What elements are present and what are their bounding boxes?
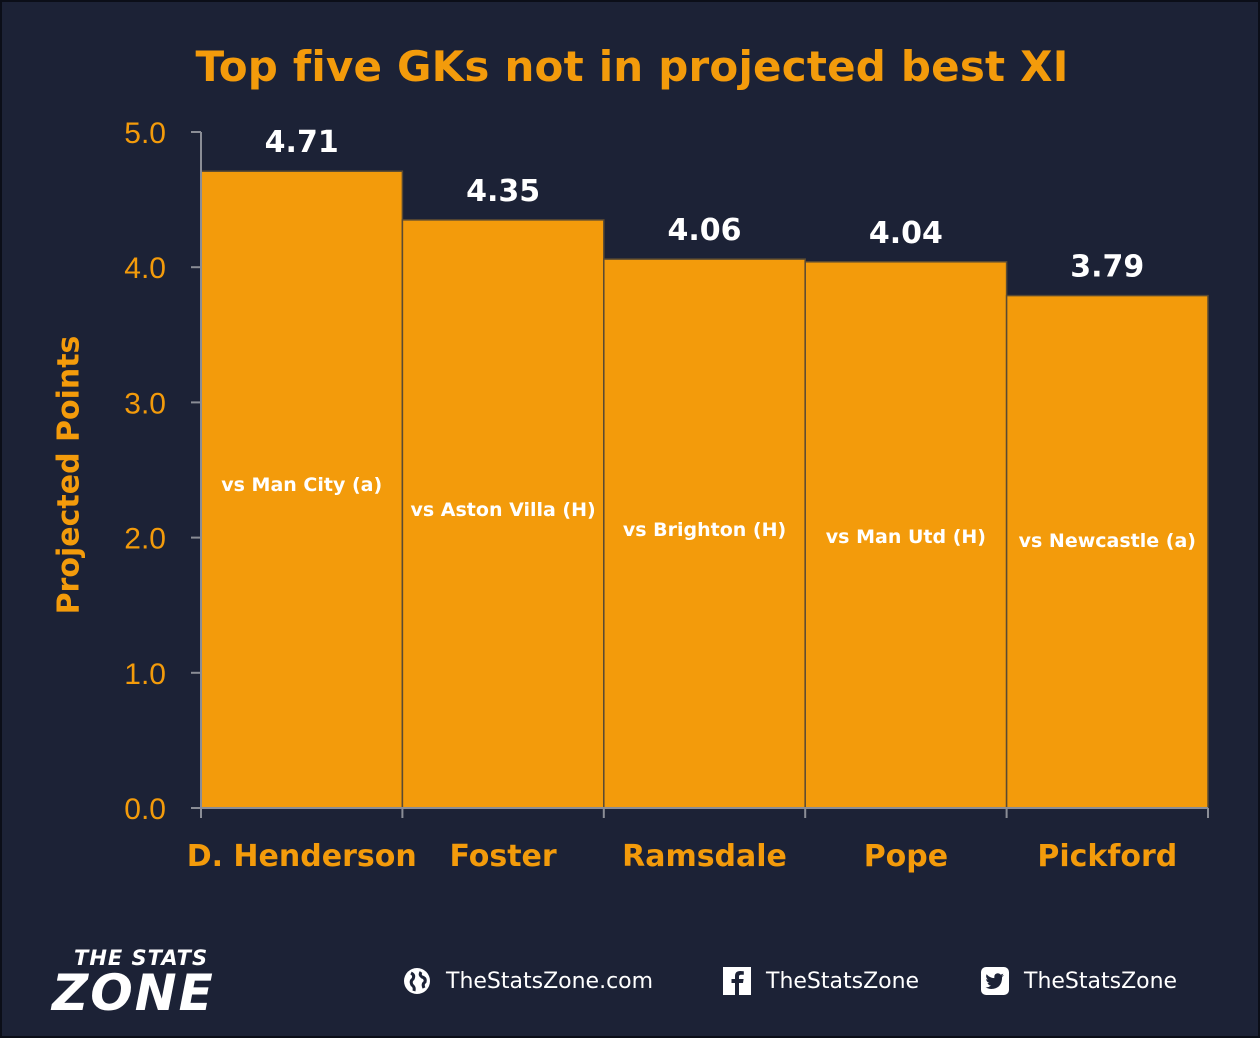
data-label: 4.06 — [667, 213, 741, 248]
globe-icon — [400, 964, 434, 998]
bar-annotation: vs Aston Villa (H) — [410, 499, 595, 521]
bar — [603, 258, 806, 809]
bar — [401, 219, 605, 809]
bar-annotation: vs Man City (a) — [221, 474, 382, 496]
website-link[interactable]: TheStatsZone.com — [400, 964, 653, 998]
bar-chart: 0.0 1.0 2.0 3.0 4.0 5.0 D. Henderson 4.71 vs Man… — [124, 117, 1209, 874]
facebook-text: TheStatsZone — [766, 968, 920, 994]
y-tick-label: 3.0 — [124, 387, 166, 420]
facebook-link[interactable]: TheStatsZone — [720, 964, 919, 998]
x-tick-label: D. Henderson — [187, 839, 417, 874]
y-tick-label: 4.0 — [124, 252, 166, 285]
bar — [804, 261, 1008, 809]
x-tick-label: Pickford — [1037, 839, 1177, 874]
footer: THE STATS ZONE TheStatsZone.com TheStats… — [2, 932, 1258, 1032]
data-label: 4.04 — [869, 216, 943, 251]
x-tick-label: Ramsdale — [622, 839, 787, 874]
twitter-icon — [978, 964, 1012, 998]
x-tick-label: Pope — [864, 839, 948, 874]
y-tick-label: 1.0 — [124, 658, 166, 691]
bar-annotation: vs Newcastle (a) — [1019, 530, 1196, 552]
bar — [200, 170, 404, 809]
chart-title: Top five GKs not in projected best XI — [195, 42, 1069, 91]
twitter-text: TheStatsZone — [1024, 968, 1178, 994]
y-tick-label: 5.0 — [124, 117, 166, 150]
logo-top-text: THE STATS — [74, 946, 209, 970]
logo-main-text: ZONE — [52, 964, 215, 1022]
bar-annotation: vs Man Utd (H) — [826, 526, 986, 548]
data-label: 4.35 — [466, 174, 540, 209]
y-tick-label: 2.0 — [124, 523, 166, 556]
data-label: 3.79 — [1070, 250, 1144, 285]
y-tick-label: 0.0 — [124, 793, 166, 826]
facebook-icon — [720, 964, 754, 998]
website-text: TheStatsZone.com — [446, 968, 654, 994]
stats-zone-logo: THE STATS ZONE — [52, 942, 272, 1022]
data-label: 4.71 — [265, 125, 339, 160]
x-tick-label: Foster — [449, 839, 556, 874]
twitter-link[interactable]: TheStatsZone — [978, 964, 1177, 998]
bar-annotation: vs Brighton (H) — [623, 519, 786, 541]
